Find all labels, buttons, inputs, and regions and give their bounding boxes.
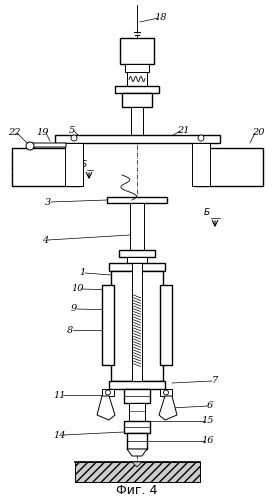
Bar xyxy=(109,381,165,389)
Text: 10: 10 xyxy=(72,283,84,292)
Bar xyxy=(130,203,144,255)
Circle shape xyxy=(105,390,110,395)
Bar xyxy=(127,433,147,449)
Text: 19: 19 xyxy=(37,127,49,136)
Bar xyxy=(111,271,163,381)
Bar xyxy=(127,257,147,263)
Bar xyxy=(65,143,83,186)
Polygon shape xyxy=(30,143,66,150)
Bar xyxy=(160,389,172,396)
Bar xyxy=(125,64,149,72)
Text: 6: 6 xyxy=(207,400,213,409)
Bar xyxy=(131,107,143,135)
Text: 5: 5 xyxy=(69,125,75,134)
Circle shape xyxy=(71,135,77,141)
Text: 3: 3 xyxy=(45,198,51,207)
Text: 15: 15 xyxy=(202,415,214,424)
Bar xyxy=(195,148,263,186)
Bar xyxy=(75,462,200,482)
Text: Б: Б xyxy=(81,160,87,169)
Bar xyxy=(127,72,147,86)
Text: 1: 1 xyxy=(79,267,85,276)
Bar xyxy=(117,275,135,375)
Bar xyxy=(122,93,152,107)
Text: 21: 21 xyxy=(177,125,189,134)
Bar xyxy=(160,285,172,365)
Bar xyxy=(119,250,155,257)
Bar xyxy=(55,135,220,143)
Text: 4: 4 xyxy=(42,236,48,245)
Bar xyxy=(129,403,145,421)
Text: 8: 8 xyxy=(67,326,73,335)
Bar xyxy=(192,143,210,186)
Bar xyxy=(115,86,159,93)
Text: 22: 22 xyxy=(8,127,20,136)
Polygon shape xyxy=(97,396,115,420)
Text: 7: 7 xyxy=(212,375,218,384)
Bar xyxy=(139,275,157,375)
Polygon shape xyxy=(127,449,147,456)
Circle shape xyxy=(164,390,169,395)
Text: 20: 20 xyxy=(252,127,264,136)
Text: 14: 14 xyxy=(54,430,66,440)
Bar xyxy=(132,263,142,381)
Text: Фиг. 4: Фиг. 4 xyxy=(116,484,158,497)
Text: 9: 9 xyxy=(71,303,77,313)
Circle shape xyxy=(198,135,204,141)
Text: 16: 16 xyxy=(202,435,214,445)
Bar xyxy=(124,421,150,433)
Bar xyxy=(55,135,220,143)
Bar xyxy=(102,389,114,396)
Bar xyxy=(124,389,150,403)
Bar xyxy=(107,197,167,203)
Bar xyxy=(109,263,165,271)
Text: 18: 18 xyxy=(155,12,167,21)
Bar xyxy=(102,285,114,365)
Polygon shape xyxy=(159,396,177,420)
Bar xyxy=(12,148,80,186)
Bar xyxy=(120,38,154,64)
Polygon shape xyxy=(132,462,142,467)
Circle shape xyxy=(26,142,34,150)
Text: 11: 11 xyxy=(54,390,66,399)
Text: Б: Б xyxy=(204,208,210,217)
